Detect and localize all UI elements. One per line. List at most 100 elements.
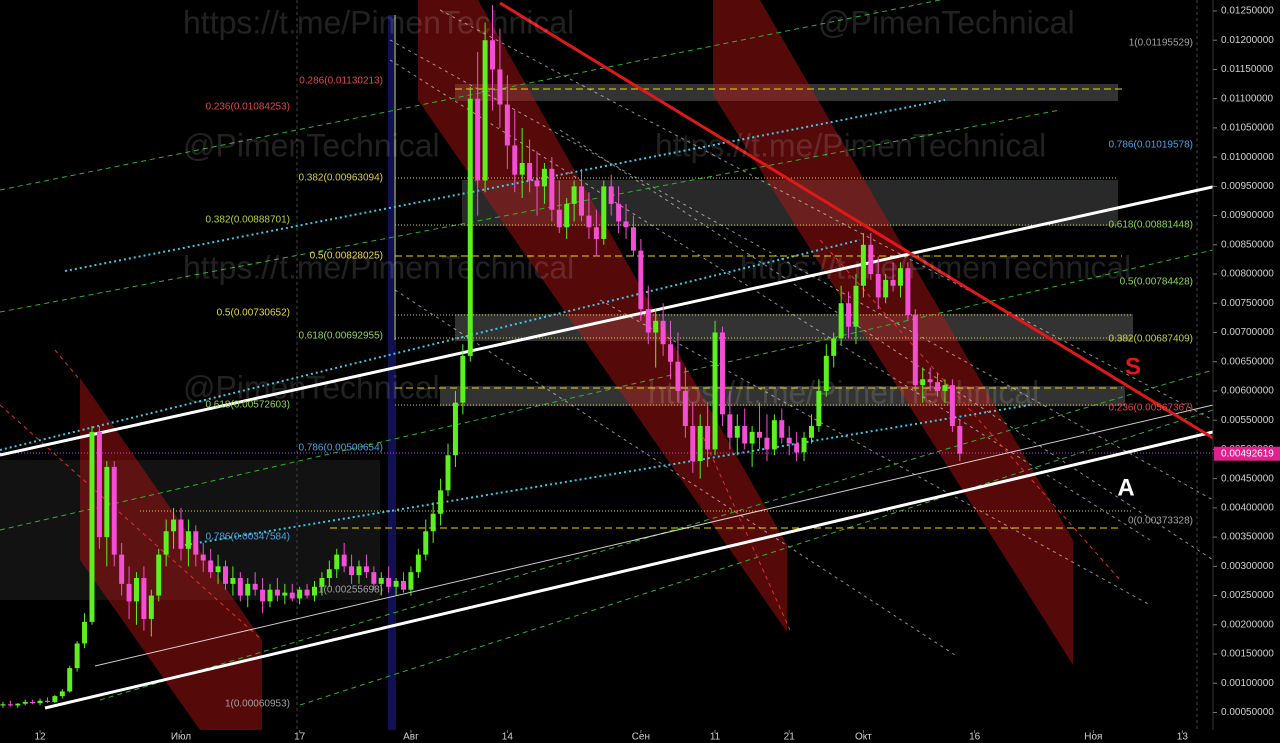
time-axis (0, 730, 1280, 743)
y-tick-label: 0.00350000 (1221, 532, 1274, 543)
x-tick-label: Сен (632, 732, 650, 743)
candle-body (185, 531, 191, 549)
candle-body (705, 426, 711, 450)
y-tick-label: 0.01150000 (1221, 64, 1274, 75)
candle-body (630, 227, 636, 251)
x-tick-label: 13 (1177, 732, 1189, 743)
x-tick-label: Июл (171, 732, 191, 743)
candle-body (719, 332, 725, 415)
candle-body (786, 437, 792, 444)
candle-body (82, 621, 88, 644)
candle-body (927, 379, 933, 383)
candle-body (96, 431, 102, 538)
y-tick-label: 0.00150000 (1221, 649, 1274, 660)
candle-body (949, 385, 955, 427)
y-tick-label: 0.00900000 (1221, 210, 1274, 221)
watermark: https://t.me/PimenTechnical (648, 374, 1039, 410)
candle-body (883, 279, 889, 298)
trend-line (0, 170, 1280, 457)
candle-body (386, 578, 392, 587)
candle-body (356, 566, 362, 576)
channel (80, 378, 262, 730)
fib-label: 0.5(0.00828025) (310, 251, 383, 262)
candle-body (319, 578, 325, 587)
candle-body (67, 668, 73, 692)
candle-body (660, 320, 666, 345)
y-tick-label: 0.00050000 (1221, 707, 1274, 718)
candle-body (423, 531, 429, 555)
fan-line (389, 59, 1151, 541)
candle-body (616, 203, 622, 222)
candle-body (912, 314, 918, 386)
vertical-band (388, 15, 396, 730)
candle-body (15, 703, 21, 706)
watermark: https://t.me/PimenTechnical (740, 249, 1131, 285)
fib-label: 0.236(0.01084253) (205, 102, 290, 113)
candle-body (697, 426, 703, 462)
zone (462, 180, 1118, 226)
fib-label: 0.236(0.00567367) (1108, 403, 1193, 414)
candle-body (905, 268, 911, 315)
y-tick-label: 0.00950000 (1221, 181, 1274, 192)
candle-body (237, 578, 243, 596)
zone (455, 84, 1118, 101)
y-tick-label: 0.00300000 (1221, 561, 1274, 572)
y-tick-label: 0.00100000 (1221, 678, 1274, 689)
watermark: @PimenTechnical (183, 369, 440, 405)
fib-label: 0(0.00373328) (1128, 516, 1193, 527)
fib-label: 0.786(0.01019578) (1108, 140, 1193, 151)
candle-body (490, 40, 496, 70)
fib-label: 0.618(0.00572603) (205, 400, 290, 411)
candle-body (519, 162, 525, 175)
candle-body (222, 566, 228, 584)
candle-body (801, 437, 807, 453)
y-tick-label: 0.00450000 (1221, 473, 1274, 484)
last-price-box (1214, 446, 1280, 461)
fib-label: 0.5(0.00784428) (1120, 277, 1193, 288)
red-dash (54, 349, 81, 381)
candle-body (371, 572, 377, 584)
candle-body (445, 455, 451, 491)
candle-body (875, 274, 881, 298)
candle-body (460, 355, 466, 403)
candle-body (527, 162, 533, 181)
candle-body (349, 566, 355, 576)
y-tick-label: 0.00750000 (1221, 298, 1274, 309)
candle-body (549, 168, 555, 210)
candle-body (452, 402, 458, 456)
fan-line (389, 39, 1214, 501)
watermark: @PimenTechnical (183, 127, 440, 163)
trend-line (94, 404, 1214, 667)
y-tick-label: 0.00800000 (1221, 269, 1274, 280)
candle-body (794, 443, 800, 453)
candle-body (7, 704, 13, 706)
candle-body (341, 554, 347, 567)
fib-label: 0.618(0.00881448) (1108, 220, 1193, 231)
candle-body (245, 583, 251, 596)
candle-body (438, 490, 444, 514)
candle-body (30, 701, 36, 704)
watermark: @PimenTechnical (818, 4, 1075, 40)
y-tick-label: 0.01050000 (1221, 123, 1274, 134)
candle-body (541, 168, 547, 187)
candle-body (675, 361, 681, 391)
channel-label: A (1117, 474, 1134, 501)
candle-body (586, 215, 592, 228)
y-tick-label: 0.00550000 (1221, 415, 1274, 426)
trend-line (499, 1, 1214, 440)
candle-body (401, 580, 407, 590)
x-tick-label: 21 (784, 732, 796, 743)
y-tick-label: 0.00850000 (1221, 239, 1274, 250)
candle-body (816, 390, 822, 427)
candle-body (193, 531, 199, 555)
fan-line (439, 9, 1214, 421)
candle-body (289, 592, 295, 599)
candle-body (653, 320, 659, 333)
candle-body (163, 531, 169, 555)
candle-body (378, 578, 384, 584)
candle-body (771, 420, 777, 450)
x-tick-label: Окт (855, 732, 872, 743)
candle-body (208, 560, 214, 573)
candle-body (742, 426, 748, 444)
